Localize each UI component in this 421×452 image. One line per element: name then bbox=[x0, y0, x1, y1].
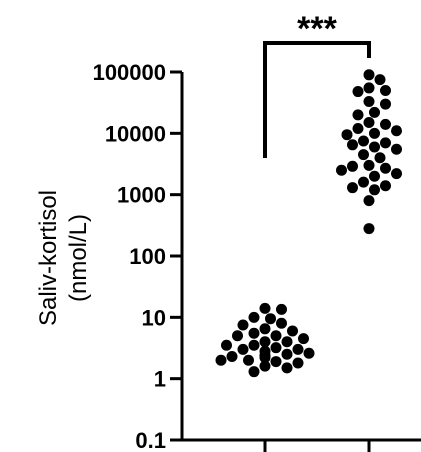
significance-bracket: *** bbox=[263, 10, 371, 158]
data-point-group-2 bbox=[363, 195, 375, 207]
data-point-group-2 bbox=[352, 86, 364, 98]
data-point-group-2 bbox=[336, 164, 347, 176]
data-points bbox=[215, 69, 402, 378]
y-axis: 0.1 1 10 100 1000 10000 100000 bbox=[93, 60, 184, 452]
data-point-group-2 bbox=[363, 96, 375, 108]
data-point-group-2 bbox=[341, 129, 353, 141]
data-point-group-1 bbox=[276, 317, 287, 329]
data-point-group-2 bbox=[369, 170, 380, 182]
y-tick-label: 10 bbox=[142, 305, 166, 330]
data-point-group-2 bbox=[363, 117, 375, 129]
data-point-group-1 bbox=[248, 339, 260, 351]
data-point-group-2 bbox=[352, 109, 364, 121]
significance-label: *** bbox=[297, 10, 337, 48]
bracket-line bbox=[263, 41, 371, 158]
data-point-group-1 bbox=[237, 319, 249, 331]
y-axis-title: Saliv-kortisol (nmol/L) bbox=[35, 190, 92, 326]
y-tick-label: 100 bbox=[129, 244, 166, 269]
data-point-group-1 bbox=[221, 339, 232, 351]
data-point-group-1 bbox=[248, 311, 260, 323]
data-point-group-1 bbox=[248, 327, 260, 339]
data-point-group-2 bbox=[380, 98, 391, 110]
y-tick-label: 1 bbox=[154, 367, 166, 392]
data-point-group-1 bbox=[287, 325, 298, 337]
data-point-group-1 bbox=[248, 366, 260, 378]
data-point-group-2 bbox=[363, 69, 375, 81]
data-point-group-2 bbox=[374, 152, 386, 164]
data-point-group-1 bbox=[292, 357, 304, 369]
data-point-group-1 bbox=[259, 302, 271, 314]
data-point-group-2 bbox=[352, 122, 364, 134]
data-point-group-2 bbox=[358, 135, 369, 147]
y-axis-title-line-2: (nmol/L) bbox=[65, 214, 92, 302]
data-point-group-1 bbox=[270, 330, 282, 342]
data-point-group-1 bbox=[265, 313, 276, 325]
data-point-group-2 bbox=[369, 127, 380, 139]
y-tick-label: 1000 bbox=[117, 183, 166, 208]
y-ticks: 0.1 1 10 100 1000 10000 100000 bbox=[93, 60, 182, 452]
data-point-group-1 bbox=[215, 354, 227, 366]
data-point-group-1 bbox=[259, 352, 271, 364]
data-point-group-1 bbox=[281, 362, 293, 374]
data-point-group-2 bbox=[363, 82, 375, 94]
y-axis-title-line-1: Saliv-kortisol bbox=[35, 190, 62, 326]
data-point-group-2 bbox=[369, 184, 380, 196]
data-point-group-1 bbox=[259, 323, 271, 335]
data-point-group-2 bbox=[358, 149, 369, 161]
data-point-group-2 bbox=[391, 143, 402, 155]
data-point-group-2 bbox=[369, 106, 380, 118]
y-tick-label: 10000 bbox=[105, 121, 166, 146]
data-point-group-2 bbox=[391, 168, 402, 180]
data-point-group-1 bbox=[259, 336, 271, 348]
data-point-group-1 bbox=[270, 356, 282, 368]
data-point-group-2 bbox=[374, 74, 386, 86]
data-point-group-1 bbox=[270, 342, 282, 354]
data-point-group-2 bbox=[380, 180, 391, 192]
data-point-group-2 bbox=[358, 176, 369, 188]
data-point-group-2 bbox=[380, 118, 391, 130]
data-point-group-2 bbox=[347, 182, 358, 194]
x-axis bbox=[180, 438, 421, 452]
data-point-group-1 bbox=[243, 354, 254, 366]
data-point-group-1 bbox=[281, 348, 293, 360]
data-point-group-1 bbox=[276, 303, 287, 315]
data-point-group-2 bbox=[380, 137, 391, 149]
y-tick-label: 0.1 bbox=[135, 428, 166, 452]
data-point-group-2 bbox=[391, 125, 402, 137]
data-point-group-2 bbox=[363, 223, 375, 235]
data-point-group-2 bbox=[380, 84, 391, 96]
data-point-group-1 bbox=[259, 360, 271, 372]
data-point-group-1 bbox=[232, 330, 243, 342]
data-point-group-2 bbox=[363, 159, 375, 171]
data-point-group-2 bbox=[380, 162, 391, 174]
data-point-group-1 bbox=[303, 347, 315, 359]
data-point-group-1 bbox=[226, 350, 238, 362]
data-point-group-2 bbox=[347, 160, 358, 172]
data-point-group-1 bbox=[292, 343, 304, 355]
data-point-group-1 bbox=[281, 336, 293, 348]
data-point-group-1 bbox=[237, 343, 249, 355]
data-point-group-1 bbox=[298, 333, 309, 345]
y-tick-label: 100000 bbox=[93, 60, 166, 85]
data-point-group-2 bbox=[369, 141, 380, 153]
data-point-group-2 bbox=[347, 139, 358, 151]
